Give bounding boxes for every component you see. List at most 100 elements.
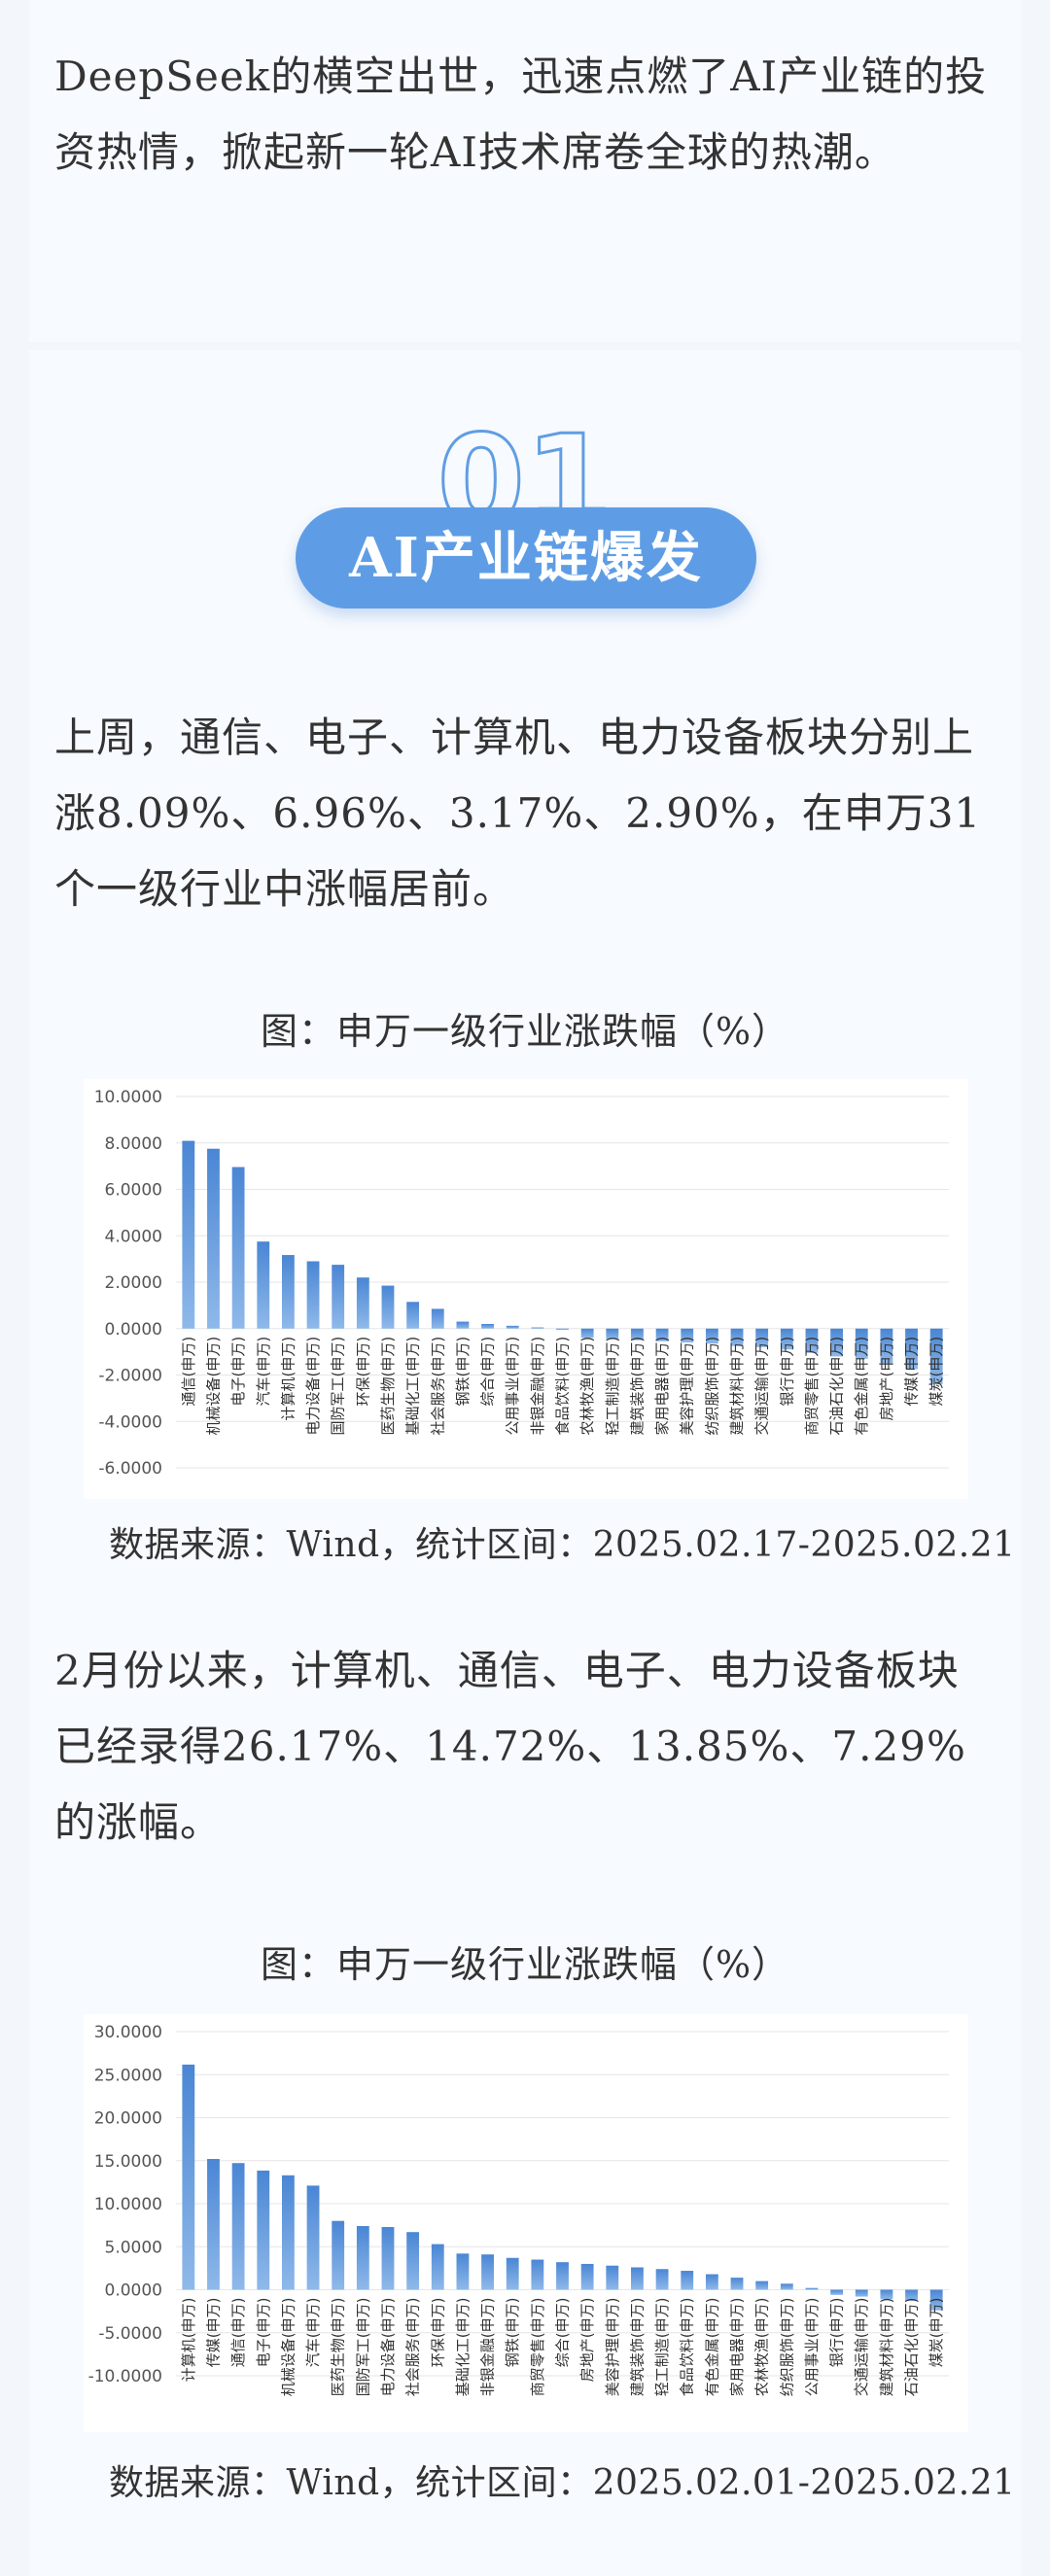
bar bbox=[705, 1328, 718, 1344]
bar bbox=[356, 1277, 369, 1329]
bar bbox=[805, 2287, 819, 2290]
bar bbox=[456, 1321, 470, 1329]
x-category-label: 煤炭(申万) bbox=[928, 1337, 945, 1407]
x-category-label: 有色金属(申万) bbox=[853, 1337, 870, 1436]
y-tick-label: 20.0000 bbox=[94, 2109, 162, 2129]
bar bbox=[855, 2289, 868, 2297]
bar bbox=[481, 2254, 494, 2290]
x-category-label: 环保(申万) bbox=[429, 2298, 446, 2368]
x-category-label: 轻工制造(申万) bbox=[653, 2298, 671, 2397]
bar bbox=[705, 2274, 718, 2290]
y-tick-label: 0.0000 bbox=[105, 2281, 162, 2301]
y-tick-label: -4.0000 bbox=[98, 1412, 162, 1432]
y-tick-label: -10.0000 bbox=[88, 2367, 162, 2386]
bar bbox=[332, 2220, 345, 2290]
x-category-label: 综合(申万) bbox=[554, 2298, 572, 2368]
bar bbox=[231, 1166, 245, 1329]
x-category-label: 家用电器(申万) bbox=[653, 1337, 671, 1436]
bar bbox=[905, 2289, 918, 2302]
bar bbox=[855, 1328, 868, 1359]
bar bbox=[780, 2283, 793, 2290]
y-tick-label: 0.0000 bbox=[105, 1320, 162, 1340]
x-category-label: 基础化工(申万) bbox=[404, 1337, 422, 1436]
bar bbox=[780, 1328, 793, 1350]
x-category-label: 国防军工(申万) bbox=[330, 1337, 347, 1436]
bar bbox=[655, 1328, 669, 1341]
x-category-label: 有色金属(申万) bbox=[703, 2298, 720, 2397]
bar bbox=[281, 2175, 295, 2290]
x-category-label: 通信(申万) bbox=[180, 1337, 197, 1407]
x-category-label: 农林牧渔(申万) bbox=[753, 2298, 771, 2397]
intro-paragraph: DeepSeek的横空出世，迅速点燃了AI产业链的投资热情，掀起新一轮AI技术席… bbox=[54, 52, 988, 176]
x-category-label: 美容护理(申万) bbox=[604, 2298, 621, 2397]
bar bbox=[681, 2271, 694, 2290]
x-category-label: 轻工制造(申万) bbox=[604, 1337, 621, 1436]
bar bbox=[606, 1328, 619, 1340]
y-tick-label: -2.0000 bbox=[98, 1367, 162, 1386]
x-category-label: 环保(申万) bbox=[354, 1337, 371, 1407]
bar bbox=[332, 1265, 345, 1329]
bar bbox=[406, 2232, 420, 2290]
bar bbox=[606, 2265, 619, 2290]
x-category-label: 电子(申万) bbox=[229, 1337, 247, 1407]
x-category-label: 农林牧渔(申万) bbox=[578, 1337, 596, 1436]
x-category-label: 钢铁(申万) bbox=[454, 1337, 472, 1407]
bar bbox=[381, 1285, 395, 1329]
bar bbox=[556, 2262, 569, 2290]
x-category-label: 食品饮料(申万) bbox=[554, 1337, 572, 1436]
x-category-label: 社会服务(申万) bbox=[429, 1337, 446, 1436]
bar bbox=[281, 1255, 295, 1329]
bar bbox=[257, 1241, 270, 1329]
bar bbox=[381, 2226, 395, 2290]
y-tick-label: 10.0000 bbox=[94, 2195, 162, 2214]
x-category-label: 电子(申万) bbox=[255, 2298, 272, 2368]
bar bbox=[631, 1328, 644, 1340]
bar bbox=[231, 2163, 245, 2290]
x-category-label: 家用电器(申万) bbox=[728, 2298, 746, 2397]
chart2-container: 30.0000 25.0000 20.0000 15.0000 10.0000 5.000… bbox=[84, 2014, 968, 2432]
bar bbox=[531, 1327, 544, 1329]
y-tick-label: 10.0000 bbox=[94, 1088, 162, 1107]
x-category-label: 通信(申万) bbox=[229, 2298, 247, 2368]
chart2-caption: 图：申万一级行业涨跌幅（%） bbox=[260, 1943, 790, 1986]
bar bbox=[905, 1328, 918, 1370]
x-category-label: 建筑材料(申万) bbox=[728, 1337, 746, 1436]
bar bbox=[431, 1308, 444, 1329]
paragraph-february: 2月份以来，计算机、通信、电子、电力设备板块已经录得26.17%、14.72%、… bbox=[54, 1647, 966, 1846]
bar bbox=[257, 2170, 270, 2290]
chart2-source: 数据来源：Wind，统计区间：2025.02.01-2025.02.21 bbox=[109, 2463, 1016, 2503]
bar bbox=[506, 2257, 519, 2290]
x-category-label: 交通运输(申万) bbox=[853, 2298, 870, 2397]
x-category-label: 银行(申万) bbox=[828, 2298, 846, 2368]
x-category-label: 煤炭(申万) bbox=[928, 2298, 945, 2368]
bar bbox=[805, 1328, 819, 1353]
x-category-label: 基础化工(申万) bbox=[454, 2298, 472, 2397]
bar bbox=[207, 2158, 220, 2290]
y-tick-label: 30.0000 bbox=[94, 2023, 162, 2042]
paragraph-weekly: 上周，通信、电子、计算机、电力设备板块分别上涨8.09%、6.96%、3.17%… bbox=[54, 714, 982, 913]
x-category-label: 机械设备(申万) bbox=[279, 2298, 297, 2397]
x-category-label: 汽车(申万) bbox=[304, 2298, 322, 2368]
x-category-label: 医药生物(申万) bbox=[379, 1337, 397, 1436]
bar bbox=[830, 1328, 844, 1357]
x-category-label: 医药生物(申万) bbox=[330, 2298, 347, 2397]
x-category-label: 综合(申万) bbox=[479, 1337, 497, 1407]
bar bbox=[631, 2267, 644, 2290]
bar bbox=[182, 2064, 195, 2290]
bar bbox=[580, 1328, 594, 1339]
y-tick-label: 8.0000 bbox=[105, 1134, 162, 1154]
x-category-label: 电力设备(申万) bbox=[379, 2298, 397, 2397]
y-tick-label: 25.0000 bbox=[94, 2066, 162, 2085]
bar bbox=[406, 1302, 420, 1329]
bar bbox=[730, 1328, 744, 1346]
bar bbox=[655, 2269, 669, 2290]
bar bbox=[356, 2226, 369, 2290]
x-category-label: 房地产(申万) bbox=[878, 1337, 895, 1421]
bar bbox=[481, 1323, 494, 1329]
bar bbox=[755, 1328, 769, 1347]
y-tick-label: -6.0000 bbox=[98, 1459, 162, 1479]
x-category-label: 非银金融(申万) bbox=[479, 2298, 497, 2397]
chart1-container: 10.0000 8.0000 6.0000 4.0000 2.0000 0.0000 -2.… bbox=[84, 1079, 968, 1499]
bar bbox=[431, 2244, 444, 2290]
bar bbox=[207, 1148, 220, 1329]
